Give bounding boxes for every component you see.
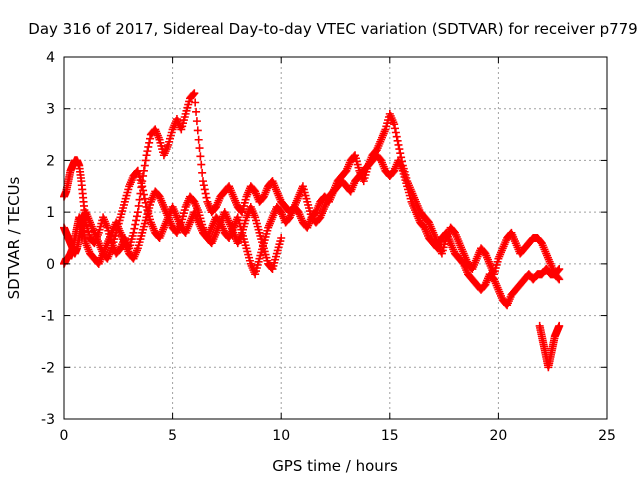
series-trace-d [535,321,564,372]
data-point [194,135,203,144]
y-tick-label: 2 [46,153,55,169]
x-axis-label: GPS time / hours [272,457,398,475]
x-tick-label: 0 [60,428,69,444]
chart-title: Day 316 of 2017, Sidereal Day-to-day VTE… [28,20,637,38]
data-point [134,201,143,210]
data-point [145,138,154,147]
data-point [201,189,210,198]
y-tick-label: 4 [46,50,55,66]
y-tick-label: 1 [46,205,55,221]
plot-frame [63,56,608,420]
data-point [190,89,199,98]
x-tick-label: 5 [168,428,177,444]
data-point [197,160,206,169]
data-point [393,136,402,145]
data-point [141,156,150,165]
data-point [395,145,404,154]
data-point [131,220,140,229]
data-point [396,149,405,158]
data-point [138,182,147,191]
data-point [554,274,563,283]
y-tick-label: 3 [46,102,55,118]
x-tick-label: 25 [598,428,616,444]
data-point [141,198,150,207]
data-point [200,185,209,194]
data-point [555,321,564,330]
data-point [193,126,202,135]
y-tick-label: -3 [41,412,55,428]
y-tick-label: -2 [41,360,55,376]
data-point [191,98,200,107]
series-trace-c [60,187,286,274]
data-points [60,89,564,372]
data-point [202,193,211,202]
x-tick-label: 15 [381,428,399,444]
data-point [192,117,201,126]
data-point [139,186,148,195]
data-point [135,195,144,204]
data-point [199,181,208,190]
data-point [140,161,149,170]
x-tick-label: 10 [272,428,290,444]
axis-ticks: 0 5 10 15 20 25 -3 -2 -1 0 1 2 3 4 [41,50,616,444]
data-point [199,177,208,186]
y-tick-label: -1 [41,309,55,325]
data-point [277,234,286,242]
data-point [195,144,204,153]
data-point [129,228,138,237]
data-point [391,128,400,137]
data-point [143,147,152,156]
data-point [130,224,139,233]
data-point [189,90,198,99]
y-tick-label: 0 [46,257,55,273]
data-point [140,194,149,203]
data-point [555,265,564,274]
data-point [139,171,148,180]
data-point [133,208,142,217]
data-point [394,140,403,149]
data-point [132,212,141,221]
data-point [391,124,400,133]
data-point [192,107,201,116]
data-point [144,142,153,151]
data-point [146,134,155,143]
data-point [390,120,399,129]
y-axis-label: SDTVAR / TECUs [5,176,23,299]
data-point [196,152,205,161]
data-point [555,275,564,284]
data-point [392,132,401,141]
x-tick-label: 20 [489,428,507,444]
data-point [198,168,207,177]
data-point [142,151,151,160]
data-point [132,216,141,225]
data-point [139,190,148,199]
data-point [554,266,563,275]
